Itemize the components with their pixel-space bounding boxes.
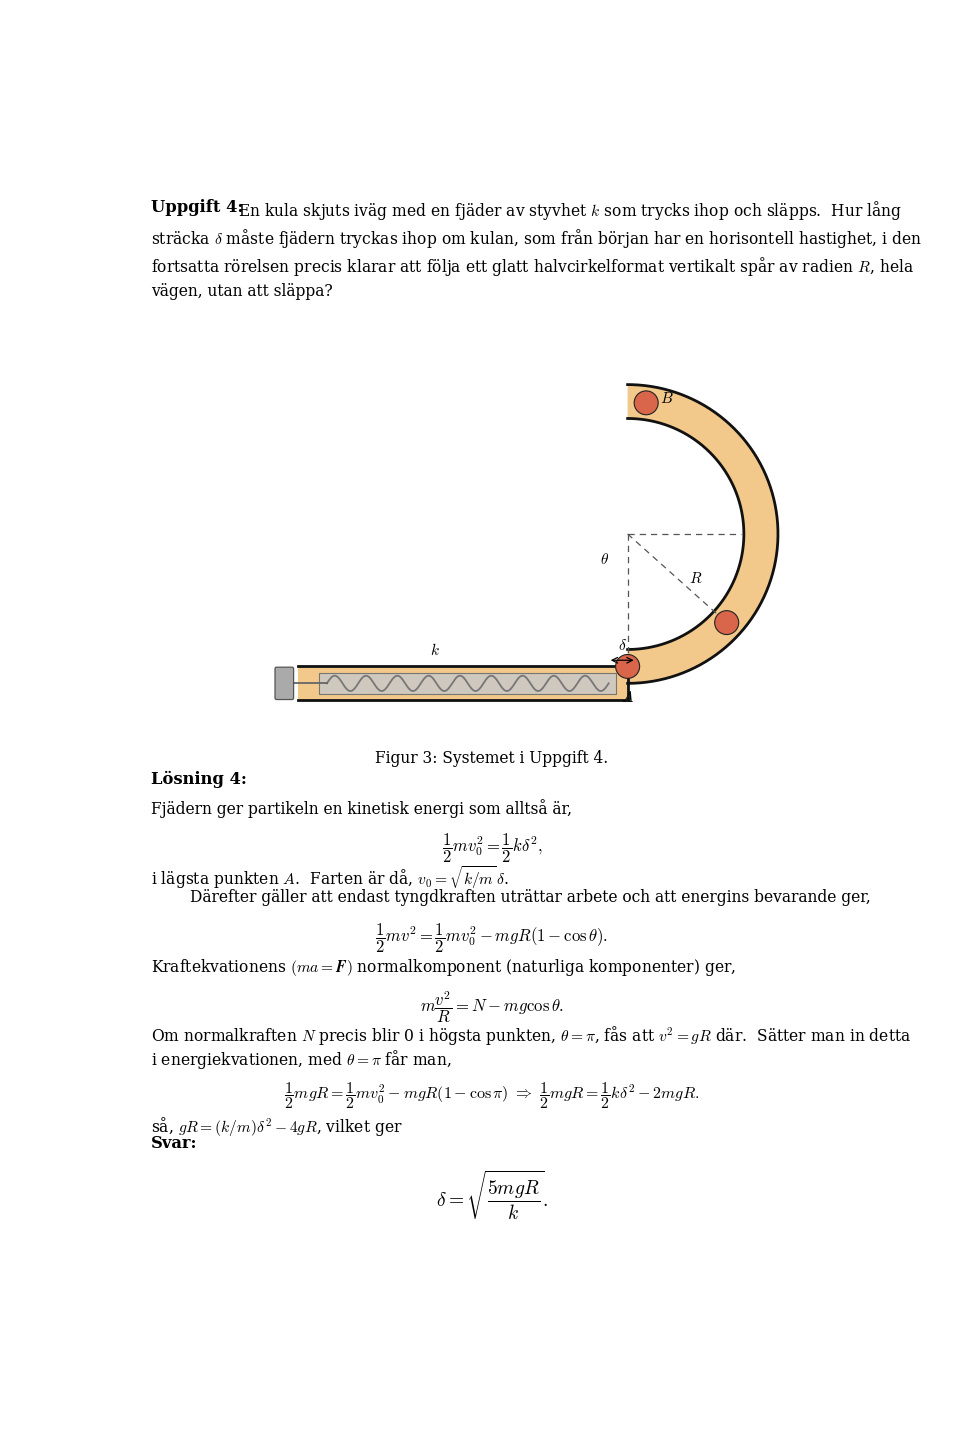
Text: Uppgift 4:: Uppgift 4:	[151, 199, 244, 217]
Text: Kraftekvationens $(ma = \boldsymbol{F})$ normalkomponent (naturliga komponenter): Kraftekvationens $(ma = \boldsymbol{F})$…	[151, 956, 736, 978]
Text: $\dfrac{1}{2}mgR = \dfrac{1}{2}mv_0^2 - mgR(1-\cos\pi)\ \Rightarrow\ \dfrac{1}{2: $\dfrac{1}{2}mgR = \dfrac{1}{2}mv_0^2 - …	[284, 1080, 700, 1111]
Text: $k$: $k$	[429, 642, 440, 658]
Text: $B$: $B$	[660, 391, 674, 406]
Text: $\delta = \sqrt{\dfrac{5mgR}{k}}.$: $\delta = \sqrt{\dfrac{5mgR}{k}}.$	[436, 1169, 548, 1222]
Text: i energiekvationen, med $\theta = \pi$ får man,: i energiekvationen, med $\theta = \pi$ f…	[151, 1048, 451, 1071]
Circle shape	[635, 391, 659, 414]
Text: i lägsta punkten $A$.  Farten är då, $v_0 = \sqrt{k/m}\,\delta$.: i lägsta punkten $A$. Farten är då, $v_0…	[151, 865, 509, 892]
Text: Fjädern ger partikeln en kinetisk energi som alltså är,: Fjädern ger partikeln en kinetisk energi…	[151, 799, 572, 819]
Text: Lösning 4:: Lösning 4:	[151, 771, 247, 789]
Text: så, $gR = (k/m)\delta^2 - 4gR$, vilket ger: så, $gR = (k/m)\delta^2 - 4gR$, vilket g…	[151, 1116, 403, 1139]
Text: Figur 3: Systemet i Uppgift 4.: Figur 3: Systemet i Uppgift 4.	[375, 750, 609, 767]
Bar	[319, 673, 616, 694]
FancyBboxPatch shape	[275, 667, 294, 700]
Text: $A$: $A$	[621, 690, 635, 704]
Text: Svar:: Svar:	[151, 1136, 198, 1152]
Text: En kula skjuts iväg med en fjäder av styvhet $k$ som trycks ihop och släpps.  Hu: En kula skjuts iväg med en fjäder av sty…	[238, 199, 902, 222]
Text: $\delta$: $\delta$	[617, 638, 627, 654]
Text: Därefter gäller att endast tyngdkraften uträttar arbete och att energins bevaran: Därefter gäller att endast tyngdkraften …	[151, 889, 871, 906]
Text: sträcka $\delta$ måste fjädern tryckas ihop om kulan, som från början har en hor: sträcka $\delta$ måste fjädern tryckas i…	[151, 227, 922, 250]
Polygon shape	[299, 667, 628, 700]
Text: Om normalkraften $N$ precis blir 0 i högsta punkten, $\theta = \pi$, fås att $v^: Om normalkraften $N$ precis blir 0 i hög…	[151, 1024, 911, 1047]
Text: fortsatta rörelsen precis klarar att följa ett glatt halvcirkelformat vertikalt : fortsatta rörelsen precis klarar att föl…	[151, 255, 914, 278]
Text: $m\dfrac{v^2}{R} = N - mg\cos\theta.$: $m\dfrac{v^2}{R} = N - mg\cos\theta.$	[420, 989, 564, 1025]
Text: $\theta$: $\theta$	[600, 552, 609, 566]
Text: vägen, utan att släppa?: vägen, utan att släppa?	[151, 284, 333, 300]
Polygon shape	[628, 384, 778, 684]
Circle shape	[615, 654, 639, 678]
Text: $\dfrac{1}{2}mv^2 = \dfrac{1}{2}mv_0^2 - mgR(1 - \cos\theta).$: $\dfrac{1}{2}mv^2 = \dfrac{1}{2}mv_0^2 -…	[375, 922, 609, 955]
Text: $R$: $R$	[688, 571, 703, 587]
Text: $\dfrac{1}{2}mv_0^2 = \dfrac{1}{2}k\delta^2,$: $\dfrac{1}{2}mv_0^2 = \dfrac{1}{2}k\delt…	[442, 832, 542, 865]
Circle shape	[714, 611, 738, 634]
